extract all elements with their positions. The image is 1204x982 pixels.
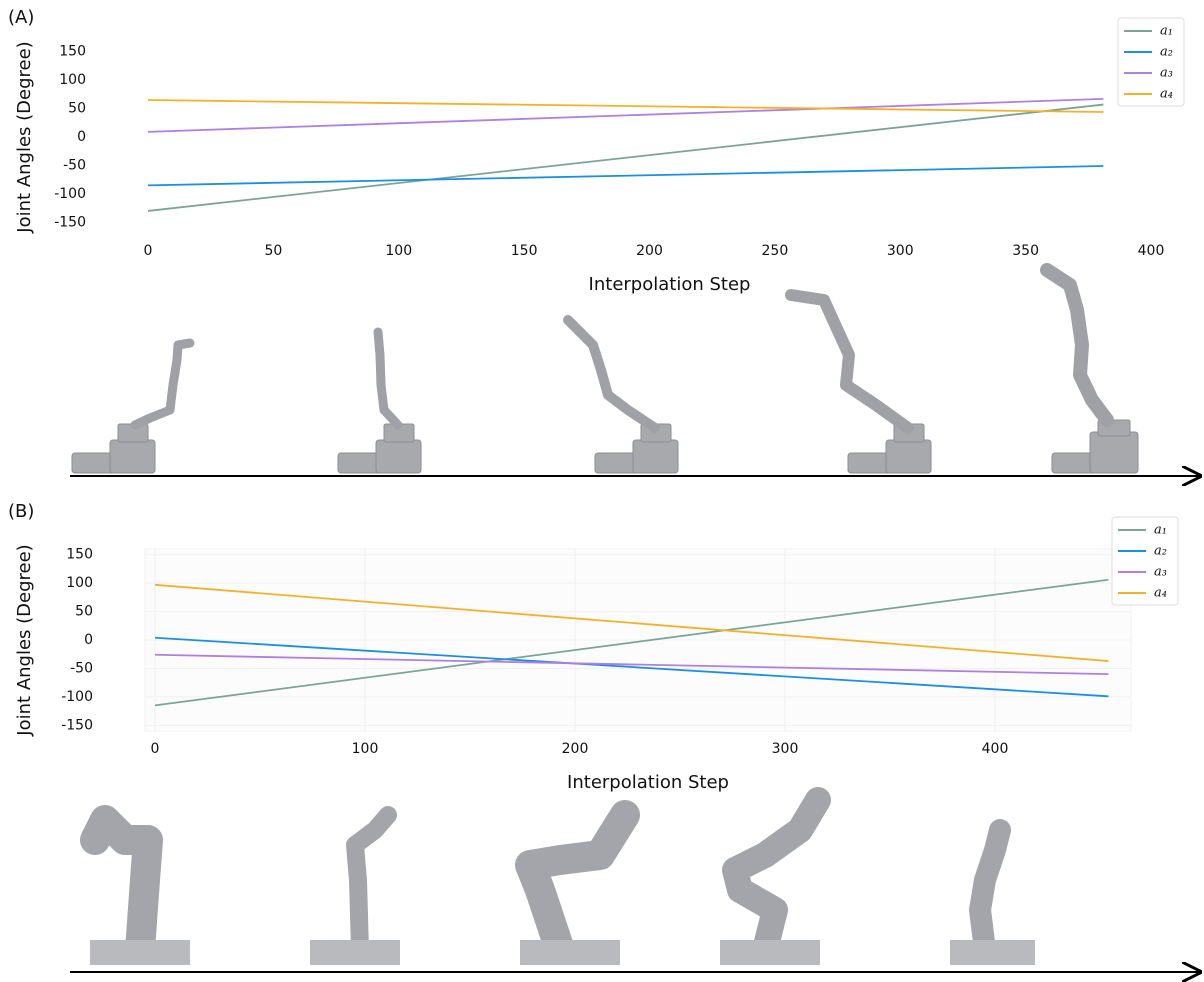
x-tick-label: 50 xyxy=(264,243,282,259)
y-tick-label: 50 xyxy=(68,101,86,117)
legend-label: a₂ xyxy=(1160,45,1173,60)
x-tick-label: 100 xyxy=(352,741,379,757)
series-line xyxy=(154,583,1109,662)
legend-box xyxy=(1117,17,1185,107)
legend-label: a₁ xyxy=(1154,523,1167,538)
x-axis-label: Interpolation Step xyxy=(567,772,729,793)
legend-box xyxy=(1111,516,1179,606)
x-tick-label: 400 xyxy=(982,741,1009,757)
y-tick-label: 100 xyxy=(59,72,86,88)
y-tick-label: 0 xyxy=(77,129,86,145)
panel-label: (A) xyxy=(8,7,34,28)
y-tick-label: -150 xyxy=(54,214,86,230)
y-axis-label: Joint Angles (Degree) xyxy=(14,544,35,736)
y-tick-label: -100 xyxy=(54,186,86,202)
series-line xyxy=(147,97,1104,133)
legend-label: a₄ xyxy=(1154,586,1167,601)
x-tick-label: 100 xyxy=(385,243,412,259)
legend-label: a₂ xyxy=(1154,544,1167,559)
x-tick-label: 150 xyxy=(511,243,538,259)
y-tick-label: -50 xyxy=(70,660,93,676)
y-axis-label: Joint Angles (Degree) xyxy=(14,41,35,233)
x-tick-label: 300 xyxy=(887,243,914,259)
y-tick-label: -150 xyxy=(61,717,93,733)
series-line xyxy=(154,653,1109,676)
x-tick-label: 350 xyxy=(1012,243,1039,259)
x-tick-label: 250 xyxy=(762,243,789,259)
y-tick-label: 0 xyxy=(84,632,93,648)
x-tick-label: 0 xyxy=(151,741,160,757)
series-line xyxy=(147,99,1104,113)
y-tick-label: 150 xyxy=(59,44,86,60)
legend-label: a₃ xyxy=(1154,565,1167,580)
legend-label: a₃ xyxy=(1160,66,1173,81)
y-tick-label: 100 xyxy=(66,575,93,591)
legend-label: a₁ xyxy=(1160,24,1173,39)
x-axis-label: Interpolation Step xyxy=(589,274,751,295)
x-tick-label: 0 xyxy=(144,243,153,259)
robot-renders-b xyxy=(70,787,1200,972)
legend-label: a₄ xyxy=(1160,87,1173,102)
panel-label: (B) xyxy=(8,501,34,522)
y-tick-label: 150 xyxy=(66,547,93,563)
y-tick-label: 50 xyxy=(75,604,93,620)
y-tick-label: -50 xyxy=(63,157,86,173)
robot-renders-a xyxy=(70,263,1200,476)
x-tick-label: 300 xyxy=(772,741,799,757)
series-line xyxy=(147,103,1104,212)
series-line xyxy=(154,578,1109,707)
x-tick-label: 400 xyxy=(1138,243,1165,259)
series-line xyxy=(147,165,1104,187)
x-tick-label: 200 xyxy=(562,741,589,757)
series-line xyxy=(154,636,1109,698)
y-tick-label: -100 xyxy=(61,689,93,705)
x-tick-label: 200 xyxy=(636,243,663,259)
